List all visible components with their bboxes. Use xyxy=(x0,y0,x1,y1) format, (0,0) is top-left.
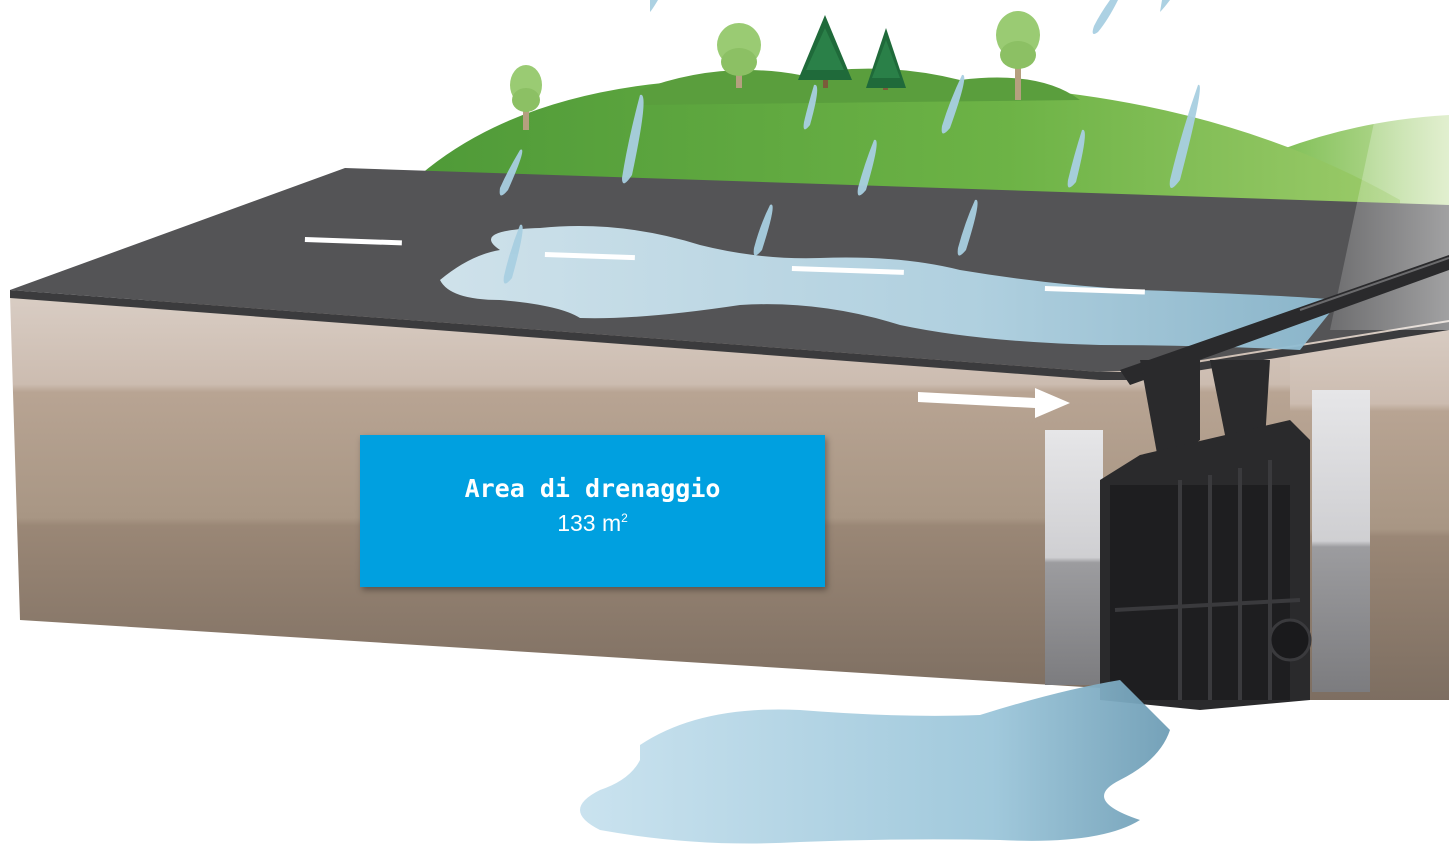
drainage-area-box: Area di drenaggio 133 m2 xyxy=(360,435,825,587)
drainage-area-title: Area di drenaggio xyxy=(464,473,721,503)
tree-icon xyxy=(510,65,542,130)
drainage-area-number: 133 m xyxy=(557,509,622,536)
drain-unit xyxy=(1100,360,1310,710)
tree-icon xyxy=(996,11,1040,100)
rain-drop-icon xyxy=(499,0,1200,284)
flow-arrow-icon xyxy=(918,388,1070,418)
area-unit-superscript: 2 xyxy=(621,510,628,525)
lane-markings xyxy=(304,237,1145,295)
outflow-water xyxy=(580,680,1170,844)
trench-wall-right xyxy=(1312,390,1370,692)
drainage-area-value: 133 m2 xyxy=(557,504,628,537)
tree-icon xyxy=(866,28,906,90)
surface-puddle xyxy=(440,226,1340,350)
trench-wall-left xyxy=(1045,430,1103,685)
tree-icon xyxy=(717,23,761,88)
tree-icon xyxy=(798,15,852,88)
